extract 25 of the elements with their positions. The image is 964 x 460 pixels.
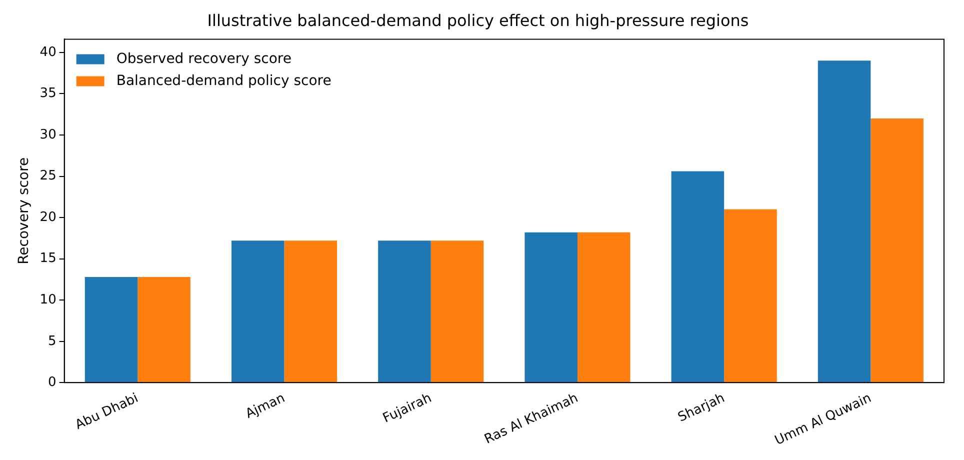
bar xyxy=(724,209,777,382)
bar xyxy=(138,276,190,382)
bar xyxy=(430,240,484,382)
bar xyxy=(524,232,578,382)
y-axis-title: Recovery score xyxy=(16,157,32,264)
bar xyxy=(378,240,431,382)
y-tick-label: 25 xyxy=(40,168,56,184)
bar xyxy=(577,232,630,382)
y-tick-label: 40 xyxy=(40,44,56,60)
y-tick-label: 35 xyxy=(40,86,56,102)
bar xyxy=(671,171,724,382)
y-tick-label: 20 xyxy=(40,210,56,225)
bar xyxy=(84,276,138,382)
y-tick-label: 10 xyxy=(40,292,56,308)
y-tick-label: 0 xyxy=(48,375,56,390)
chart-title: Illustrative balanced-demand policy effect on high-pressure regions xyxy=(207,10,749,30)
bar xyxy=(284,240,338,382)
y-tick-label: 30 xyxy=(40,127,56,142)
bar xyxy=(870,118,924,382)
legend-label: Balanced-demand policy score xyxy=(116,72,332,89)
legend-label: Observed recovery score xyxy=(116,50,292,67)
bar xyxy=(231,240,284,382)
y-tick-label: 15 xyxy=(40,251,56,266)
bar xyxy=(818,60,871,382)
y-tick-label: 5 xyxy=(48,334,56,349)
